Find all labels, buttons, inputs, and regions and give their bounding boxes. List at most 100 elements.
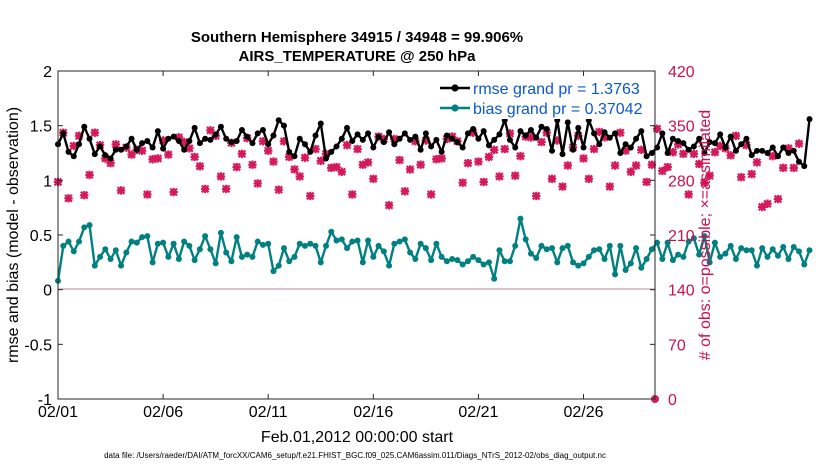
rmse-point [717, 131, 724, 138]
rmse-point [301, 141, 308, 148]
obs-assimilated-point [489, 145, 499, 155]
obs-assimilated-point [663, 162, 672, 172]
legend-rmse-label: rmse grand pr = 1.3763 [473, 81, 640, 98]
obs-assimilated-point [390, 134, 399, 144]
rmse-point [454, 139, 461, 146]
bias-point [685, 238, 692, 245]
bias-point [748, 247, 755, 254]
rmse-point [312, 132, 319, 139]
bias-point [123, 249, 130, 256]
obs-assimilated-point [526, 133, 536, 142]
obs-assimilated-point [69, 141, 78, 151]
bias-point [375, 242, 382, 249]
rmse-point [380, 139, 387, 146]
rmse-point [118, 146, 125, 153]
bias-point [160, 239, 167, 246]
bias-point [717, 253, 724, 260]
obs-assimilated-point [206, 126, 215, 135]
obs-assimilated-point [558, 182, 567, 191]
rmse-point [443, 132, 450, 139]
obs-assimilated-point [484, 152, 494, 162]
bias-point [517, 215, 524, 222]
bias-point [202, 233, 209, 240]
x-tick-label: 02/16 [353, 404, 393, 421]
obs-assimilated-point [468, 128, 478, 137]
bias-point [764, 253, 771, 260]
obs-assimilated-point [426, 190, 436, 199]
obs-assimilated-point [416, 160, 425, 169]
bias-point [459, 261, 466, 268]
bias-point [118, 262, 125, 269]
rmse-point [86, 135, 93, 142]
x-tick-label: 02/26 [564, 404, 604, 421]
x-tick-label: 02/06 [143, 404, 183, 421]
bias-point [370, 253, 377, 260]
bias-point [475, 257, 482, 264]
y-axis-right: 420 350 280 210 140 70 0 [650, 64, 695, 409]
bias-point [633, 245, 640, 252]
bias-point [212, 260, 219, 267]
obs-assimilated-point [137, 146, 147, 155]
bias-point [70, 248, 77, 255]
obs-assimilated-point [264, 146, 273, 155]
rmse-point [391, 141, 398, 148]
obs-assimilated-point [616, 128, 625, 137]
obs-assimilated-point [106, 158, 115, 168]
rmse-point [738, 141, 745, 148]
rmse-point [280, 122, 287, 129]
chart-title-line1: Southern Hemisphere 34915 / 34948 = 99.9… [191, 29, 523, 46]
obs-assimilated-point [148, 155, 157, 164]
rmse-point [428, 143, 435, 150]
rmse-point [627, 144, 634, 151]
bias-point [711, 239, 718, 246]
obs-assimilated-point [237, 149, 247, 158]
obs-assimilated-point [369, 174, 378, 183]
y-tick-label: 1.5 [30, 119, 52, 136]
obs-assimilated-point [715, 141, 725, 151]
rmse-point [706, 139, 713, 146]
y-axis-left: 2 1.5 1 0.5 0 -0.5 -1 [24, 64, 63, 409]
rmse-point [701, 150, 708, 156]
rmse-point [344, 124, 351, 131]
bias-point [301, 242, 308, 249]
rmse-point [564, 119, 571, 126]
rmse-point [785, 150, 792, 156]
rmse-point [139, 140, 146, 147]
rmse-point [548, 147, 555, 154]
rmse-point [270, 132, 277, 139]
rmse-point [512, 144, 519, 151]
obs-assimilated-point [684, 190, 693, 199]
rmse-point [407, 136, 414, 143]
obs-assimilated-point [342, 140, 352, 150]
obs-assimilated-point [736, 173, 746, 182]
obs-assimilated-point [768, 151, 777, 161]
obs-assimilated-point [505, 129, 515, 138]
rmse-point [538, 123, 545, 130]
obs-assimilated-point [363, 158, 373, 167]
bias-point [496, 247, 503, 254]
bias-point [270, 268, 277, 275]
bias-point [732, 256, 739, 263]
obs-assimilated-point [290, 165, 299, 174]
rmse-point [244, 133, 251, 140]
rmse-point [186, 137, 193, 144]
bias-point [401, 236, 408, 243]
rmse-point [449, 135, 456, 142]
rmse-point [543, 125, 550, 132]
bias-point [643, 256, 650, 263]
rmse-point [774, 153, 781, 160]
bias-point [675, 251, 682, 258]
obs-assimilated-point [216, 172, 226, 181]
bias-point [223, 249, 230, 256]
bias-point [286, 258, 293, 265]
rmse-point [806, 116, 813, 123]
obs-assimilated-point [395, 155, 404, 165]
bias-point [359, 259, 366, 266]
bias-point [417, 240, 424, 247]
rmse-point [291, 153, 298, 160]
bias-point [112, 247, 119, 254]
bias-point [759, 245, 766, 252]
rmse-point [743, 135, 750, 142]
bias-point [333, 237, 340, 244]
y-tick-label: 2 [43, 64, 52, 81]
